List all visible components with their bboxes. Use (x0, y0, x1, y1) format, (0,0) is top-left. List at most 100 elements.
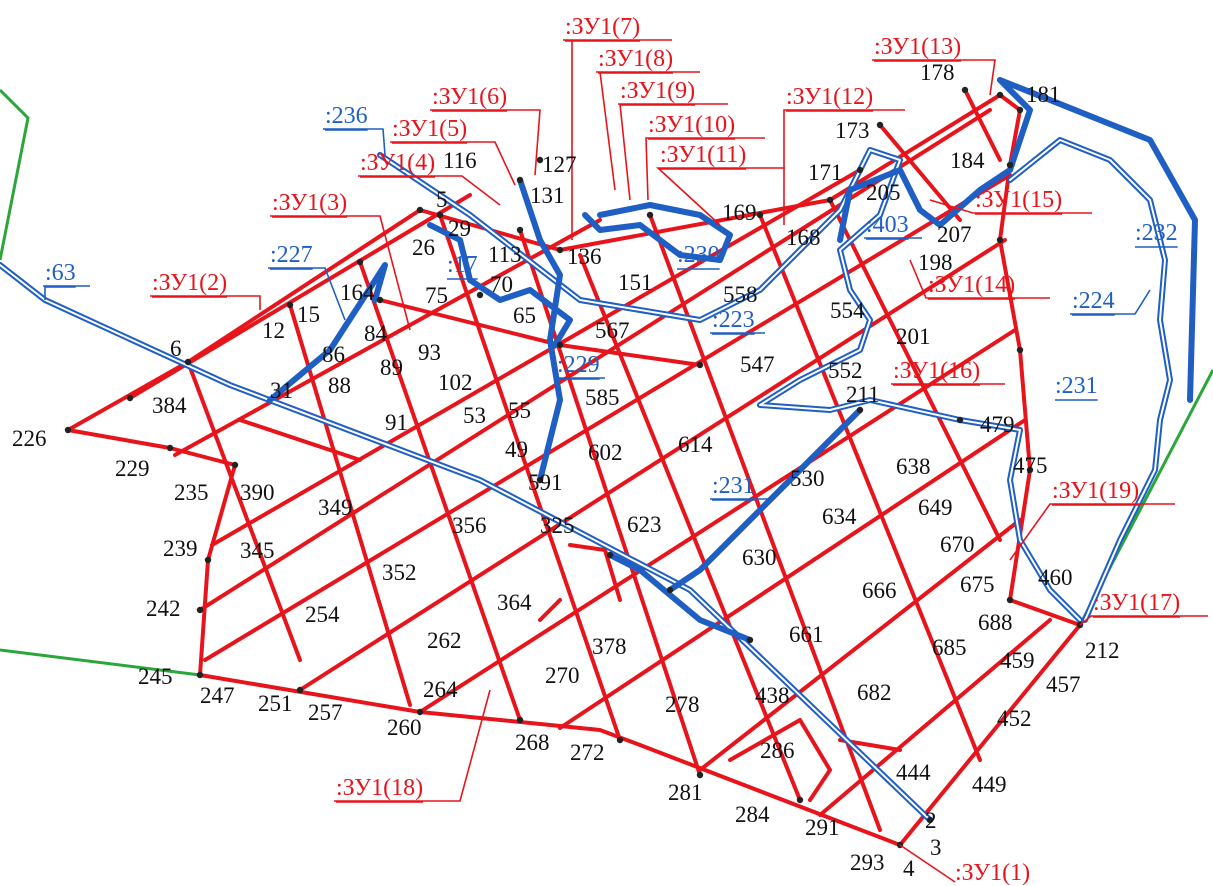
point-label: 547 (740, 352, 775, 377)
zu-label-4: :ЗУ1(4) (358, 150, 501, 206)
cad-label-text-232: :232 (1135, 220, 1178, 246)
point-label: 479 (980, 412, 1015, 437)
point-label: 131 (530, 183, 565, 208)
point-label: 460 (1038, 565, 1073, 590)
point-label: 178 (920, 60, 955, 85)
point-label: 666 (862, 578, 897, 603)
zu-label-text-13: :ЗУ1(13) (874, 34, 961, 60)
zu-label-text-8: :ЗУ1(8) (598, 46, 673, 72)
zu-label-14: :ЗУ1(14) (909, 259, 1050, 300)
cad-label-236: :236 (323, 103, 386, 156)
cad-label-223: :223 (710, 307, 765, 335)
point-label: 675 (960, 572, 995, 597)
zu-label-19: :ЗУ1(19) (1009, 478, 1175, 561)
point-label: 585 (585, 385, 620, 410)
point-label: 268 (515, 730, 550, 755)
point-label: 272 (570, 740, 605, 765)
cad-label-227: :227 (268, 242, 346, 321)
zu-label-8: :ЗУ1(8) (596, 46, 700, 191)
point-label: 602 (588, 440, 623, 465)
zu-label-text-18: :ЗУ1(18) (336, 775, 423, 801)
cad-label-231-center: :231 (710, 469, 801, 501)
point-label: 198 (918, 250, 953, 275)
point-label: 649 (918, 495, 953, 520)
point-label: 2 (925, 808, 937, 833)
zu-label-1: :ЗУ1(1) (899, 844, 1030, 886)
point-label: 688 (978, 610, 1013, 635)
point-label: 212 (1085, 638, 1120, 663)
point-label: 449 (972, 772, 1007, 797)
cad-label-232: :232 (1135, 220, 1178, 248)
point-label: 55 (508, 398, 531, 423)
point-label: 254 (305, 602, 340, 627)
cad-label-text-231-center: :231 (712, 473, 755, 499)
zu-label-3: :ЗУ1(3) (270, 190, 411, 331)
point-label: 438 (755, 683, 790, 708)
point-label: 685 (932, 635, 967, 660)
point-label: 325 (540, 513, 575, 538)
zu-label-17: :ЗУ1(17) (1079, 590, 1208, 626)
zu-label-text-4: :ЗУ1(4) (360, 150, 435, 176)
point-label: 207 (937, 222, 972, 247)
cad-label-224: :224 (1070, 288, 1151, 316)
point-label: 459 (1000, 648, 1035, 673)
zu-label-12: :ЗУ1(12) (783, 84, 905, 225)
point-label: 251 (258, 691, 293, 716)
point-label: 630 (742, 545, 777, 570)
point-label: 31 (270, 378, 293, 403)
point-label: 284 (735, 802, 770, 827)
point-label: 293 (850, 850, 885, 875)
point-label: 245 (138, 664, 173, 689)
zu-label-7: :ЗУ1(7) (563, 14, 672, 240)
boundary-points (64, 86, 1084, 849)
point-label: 65 (513, 303, 536, 328)
point-label: 116 (443, 148, 477, 173)
zu-label-text-10: :ЗУ1(10) (648, 112, 735, 138)
zu-label-18: :ЗУ1(18) (334, 689, 491, 803)
point-label: 260 (387, 715, 422, 740)
point-label: 239 (163, 536, 198, 561)
point-label: 530 (790, 466, 825, 491)
point-label: 173 (835, 118, 870, 143)
zu-label-text-9: :ЗУ1(9) (620, 78, 695, 104)
point-label: 257 (308, 700, 343, 725)
point-label: 390 (240, 480, 275, 505)
point-label: 264 (423, 677, 458, 702)
zu-label-text-2: :ЗУ1(2) (152, 270, 227, 296)
point-label: 201 (896, 324, 931, 349)
point-label: 452 (997, 706, 1032, 731)
point-label: 364 (497, 590, 532, 615)
zu-label-text-1: :ЗУ1(1) (955, 860, 1030, 886)
cad-label-63: :63 (43, 260, 90, 300)
point-label: 29 (448, 216, 471, 241)
point-label: 168 (786, 225, 821, 250)
cad-label-text-403: :403 (866, 212, 909, 238)
point-label: 181 (1026, 82, 1061, 107)
point-label: 444 (896, 760, 931, 785)
point-label: 53 (463, 403, 486, 428)
cadastral-boundaries (0, 77, 1198, 823)
zu-label-text-5: :ЗУ1(5) (392, 116, 467, 142)
point-label: 558 (723, 282, 758, 307)
point-label: 457 (1046, 672, 1081, 697)
zu-label-16: :ЗУ1(16) (891, 358, 1005, 386)
point-label: 4 (903, 856, 915, 881)
point-label: 634 (822, 504, 857, 529)
point-label: 169 (722, 200, 757, 225)
point-label: 49 (505, 437, 528, 462)
zu-label-text-14: :ЗУ1(14) (928, 272, 1015, 298)
point-label: 211 (846, 382, 880, 407)
point-label: 614 (678, 432, 713, 457)
point-label: 102 (438, 370, 473, 395)
point-label: 229 (115, 456, 150, 481)
point-label: 15 (297, 302, 320, 327)
point-label: 291 (805, 815, 840, 840)
point-label: 75 (425, 283, 448, 308)
point-label: 552 (828, 358, 863, 383)
point-label: 86 (322, 342, 345, 367)
point-label: 5 (436, 187, 448, 212)
point-label: 151 (618, 270, 653, 295)
cad-label-403: :403 (864, 212, 922, 240)
cad-labels: :63 :227 :17 :236 :229 :230 :223 :403 (43, 103, 1178, 501)
point-label: 93 (418, 340, 441, 365)
